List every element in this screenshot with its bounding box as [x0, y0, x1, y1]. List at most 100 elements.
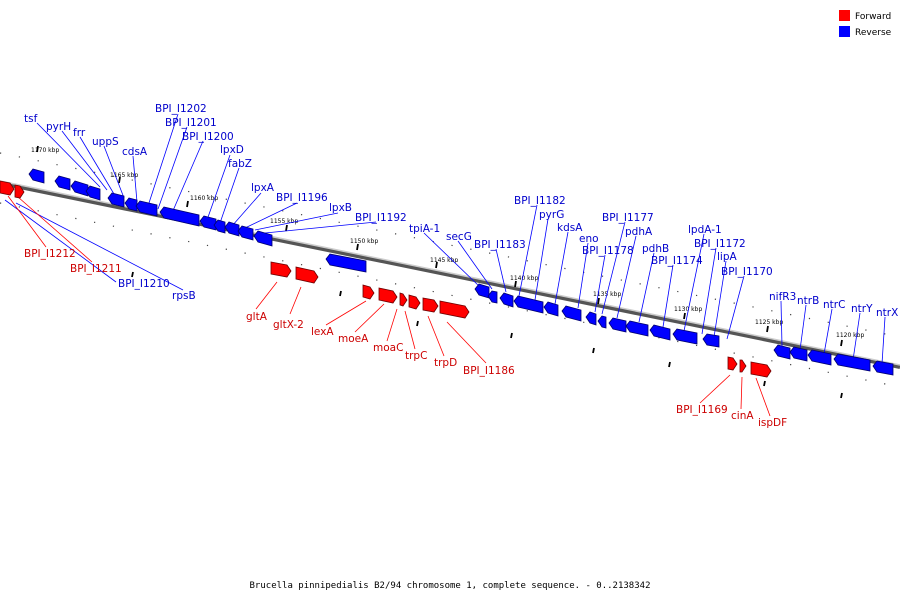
leader-line: [103, 145, 125, 199]
gene-label: pdhB: [642, 243, 669, 255]
tick-mark: [766, 325, 769, 333]
gene-arrow-ntrC: [807, 349, 832, 366]
leader-line: [534, 218, 549, 301]
gene-label: trpC: [405, 350, 427, 362]
gene-arrow-lpxA: [224, 221, 240, 237]
gene-label: fabZ: [228, 158, 252, 170]
leader-line: [601, 221, 626, 315]
gene-arrow-gltX-2: [295, 266, 319, 284]
gene-label: cinA: [731, 410, 754, 422]
tick-label: 1170 kbp: [31, 147, 59, 154]
leader-line: [683, 233, 705, 332]
gene-arrow-BPI_I1210: [325, 253, 367, 273]
gene-arrow-secG: [487, 290, 498, 304]
gene-arrow-ntrX: [872, 360, 894, 376]
tick-label: 1145 kbp: [430, 257, 458, 264]
gene-label: lexA: [311, 326, 334, 338]
leader-line: [219, 167, 240, 224]
leader-line: [36, 122, 101, 188]
forward-leader-lines: [7, 195, 771, 417]
gene-label: lipA: [717, 251, 737, 263]
tick-mark: [514, 280, 517, 288]
leader-line: [701, 247, 717, 335]
gene-label: moeA: [338, 333, 369, 345]
leader-line: [518, 204, 538, 297]
leader-line: [577, 242, 589, 309]
gene-arrow-BPI_I1183: [499, 292, 514, 308]
gene-label: pyrG: [539, 209, 564, 221]
legend-forward-swatch: [839, 10, 850, 21]
tick-label: 1125 kbp: [755, 319, 783, 326]
gene-arrow-pdhB: [649, 324, 671, 341]
gene-arrow-cinA: [739, 359, 747, 373]
gene-label: eno: [579, 233, 599, 245]
tick-mark: [416, 320, 419, 327]
gene-arrow-BPI_I1186: [439, 300, 470, 319]
forward-gene-labels: BPI_I1212 BPI_I1211 gltA gltX-2 lexA moe…: [24, 248, 787, 429]
gene-label: ntrY: [851, 303, 873, 315]
gene-label: nifR3: [769, 291, 796, 303]
gene-label: ispDF: [758, 417, 787, 429]
gene-arrow-lpxB: [253, 230, 273, 247]
leader-line: [881, 316, 886, 365]
leader-line: [457, 240, 493, 290]
leader-line: [354, 303, 385, 333]
leader-line: [61, 130, 108, 191]
gene-label: BPI_I1170: [721, 266, 773, 278]
gene-arrow-BPI_I1177: [608, 317, 627, 333]
gene-arrow-ntrB: [789, 346, 808, 362]
gene-arrow-BPI_I1182: [513, 295, 544, 314]
tick-mark: [186, 200, 189, 208]
leader-line: [799, 304, 807, 351]
gene-label: tpiA-1: [409, 223, 440, 235]
gene-label: moaC: [373, 342, 403, 354]
gene-label: frr: [73, 127, 86, 139]
gene-arrow-BPI_I1200: [159, 206, 200, 227]
tick-mark: [435, 261, 438, 269]
legend-reverse-swatch: [839, 26, 850, 37]
forward-gene-arrows: [0, 180, 772, 378]
tick-mark: [36, 145, 39, 153]
scale-ticks: [36, 145, 843, 399]
gene-arrow-tsf: [28, 168, 45, 184]
gene-arrow-cdsA: [107, 192, 125, 208]
legend-reverse-label: Reverse: [855, 28, 892, 38]
leader-line: [15, 202, 184, 291]
gene-label: lpxB: [329, 202, 352, 214]
gene-arrow-BPI_I1202: [124, 197, 138, 212]
gene-label: trpD: [434, 357, 457, 369]
gene-label: BPI_I1212: [24, 248, 76, 260]
gene-label: BPI_I1186: [463, 365, 515, 377]
tick-mark: [285, 224, 288, 232]
gene-label: BPI_I1202: [155, 103, 207, 115]
leader-line: [404, 310, 416, 350]
leader-line: [206, 154, 231, 221]
gene-label: BPI_I1192: [355, 212, 407, 224]
tick-label: 1160 kbp: [190, 195, 218, 202]
gene-arrow-moeA: [378, 287, 398, 304]
gene-label: cdsA: [122, 146, 148, 158]
leader-line: [17, 196, 93, 263]
leader-line: [157, 126, 188, 210]
leader-line: [7, 195, 47, 248]
leader-line: [244, 202, 298, 229]
gene-label: BPI_I1174: [651, 255, 703, 267]
gene-label: ntrB: [797, 295, 819, 307]
gene-label: BPI_I1183: [474, 239, 526, 251]
gene-label: ntrX: [876, 307, 898, 319]
reverse-gene-labels: tsf pyrH frr uppS cdsA BPI_I1202 BPI_I12…: [24, 103, 898, 319]
gene-arrow-trpC: [408, 294, 421, 310]
gene-label: BPI_I1178: [582, 245, 634, 257]
leader-line: [325, 300, 367, 326]
gene-label: BPI_I1196: [276, 192, 328, 204]
leader-line: [780, 300, 783, 347]
tick-mark: [356, 243, 359, 251]
tick-label: 1150 kbp: [350, 238, 378, 245]
leader-line: [713, 260, 727, 338]
leader-line: [386, 308, 398, 342]
tick-label: 1155 kbp: [270, 218, 298, 225]
leader-line: [264, 221, 377, 234]
tick-mark: [592, 347, 595, 354]
leader-line: [254, 212, 339, 231]
leader-line: [554, 231, 569, 305]
